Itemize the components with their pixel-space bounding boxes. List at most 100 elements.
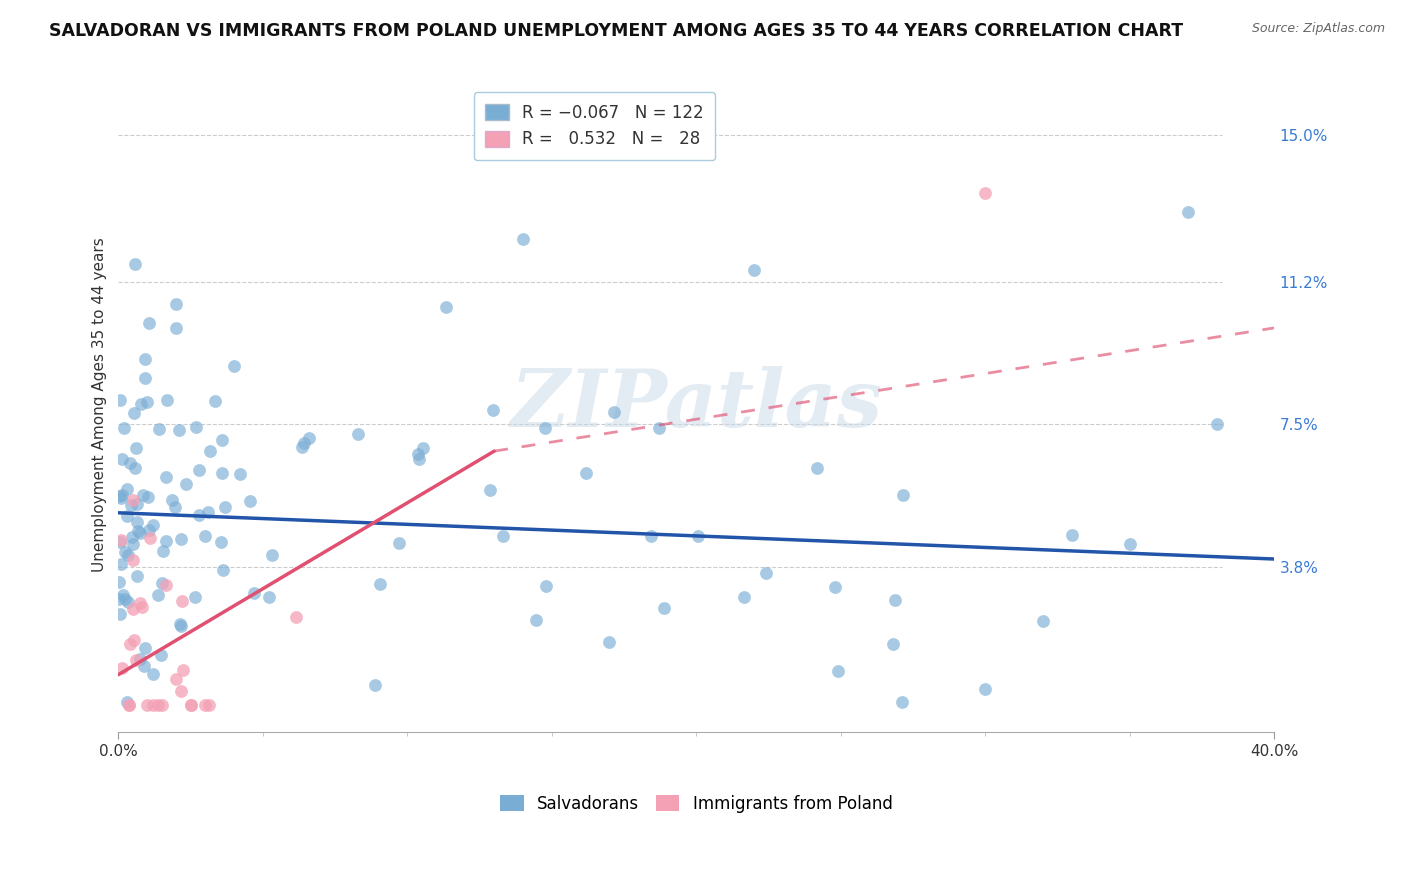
Salvadorans xyxy=(742,263,765,277)
Salvadorans xyxy=(138,523,160,537)
Salvadorans xyxy=(174,476,197,491)
Immigrants from Poland xyxy=(170,593,193,607)
Immigrants from Poland xyxy=(142,698,165,713)
Salvadorans xyxy=(1177,205,1199,219)
Salvadorans xyxy=(160,492,183,507)
Salvadorans xyxy=(229,467,252,481)
Salvadorans xyxy=(211,433,233,447)
Immigrants from Poland xyxy=(170,683,193,698)
Salvadorans xyxy=(111,588,134,602)
Salvadorans xyxy=(512,232,534,246)
Salvadorans xyxy=(262,548,284,562)
Immigrants from Poland xyxy=(122,602,145,616)
Salvadorans xyxy=(150,648,173,662)
Salvadorans xyxy=(128,652,150,666)
Salvadorans xyxy=(755,566,778,580)
Immigrants from Poland xyxy=(122,552,145,566)
Salvadorans xyxy=(155,533,177,548)
Salvadorans xyxy=(110,488,132,502)
Salvadorans xyxy=(534,579,557,593)
Salvadorans xyxy=(134,371,156,385)
Salvadorans xyxy=(364,678,387,692)
Salvadorans xyxy=(640,528,662,542)
Salvadorans xyxy=(165,321,187,335)
Salvadorans xyxy=(114,592,136,607)
Salvadorans xyxy=(117,482,139,496)
Salvadorans xyxy=(148,422,170,436)
Salvadorans xyxy=(110,557,132,571)
Immigrants from Poland xyxy=(139,531,162,545)
Salvadorans xyxy=(197,505,219,519)
Salvadorans xyxy=(824,581,846,595)
Salvadorans xyxy=(134,658,156,673)
Salvadorans xyxy=(156,392,179,407)
Salvadorans xyxy=(121,537,143,551)
Salvadorans xyxy=(114,545,136,559)
Salvadorans xyxy=(526,613,548,627)
Salvadorans xyxy=(108,535,131,549)
Immigrants from Poland xyxy=(118,698,141,713)
Salvadorans xyxy=(652,601,675,615)
Salvadorans xyxy=(686,529,709,543)
Salvadorans xyxy=(115,508,138,523)
Immigrants from Poland xyxy=(110,533,132,547)
Salvadorans xyxy=(434,300,457,314)
Immigrants from Poland xyxy=(131,599,153,614)
Salvadorans xyxy=(827,664,849,678)
Immigrants from Poland xyxy=(122,492,145,507)
Salvadorans xyxy=(142,517,165,532)
Salvadorans xyxy=(146,588,169,602)
Immigrants from Poland xyxy=(285,609,308,624)
Salvadorans xyxy=(533,421,555,435)
Salvadorans xyxy=(107,575,129,590)
Salvadorans xyxy=(883,593,905,607)
Salvadorans xyxy=(974,681,997,696)
Salvadorans xyxy=(733,590,755,604)
Salvadorans xyxy=(1032,614,1054,628)
Immigrants from Poland xyxy=(118,698,141,713)
Immigrants from Poland xyxy=(165,672,187,686)
Legend: Salvadorans, Immigrants from Poland: Salvadorans, Immigrants from Poland xyxy=(492,787,901,822)
Salvadorans xyxy=(257,590,280,604)
Immigrants from Poland xyxy=(198,698,221,713)
Salvadorans xyxy=(408,451,430,466)
Salvadorans xyxy=(200,443,222,458)
Salvadorans xyxy=(169,616,191,631)
Salvadorans xyxy=(129,526,152,541)
Immigrants from Poland xyxy=(146,698,169,713)
Salvadorans xyxy=(108,393,131,408)
Salvadorans xyxy=(152,543,174,558)
Salvadorans xyxy=(117,594,139,608)
Immigrants from Poland xyxy=(125,653,148,667)
Salvadorans xyxy=(291,440,314,454)
Salvadorans xyxy=(124,461,146,475)
Salvadorans xyxy=(170,532,193,546)
Salvadorans xyxy=(118,456,141,470)
Immigrants from Poland xyxy=(974,186,997,200)
Immigrants from Poland xyxy=(180,698,202,713)
Salvadorans xyxy=(108,489,131,503)
Salvadorans xyxy=(135,394,157,409)
Salvadorans xyxy=(492,529,515,543)
Salvadorans xyxy=(111,452,134,467)
Immigrants from Poland xyxy=(128,596,150,610)
Salvadorans xyxy=(124,257,146,271)
Salvadorans xyxy=(163,500,186,515)
Salvadorans xyxy=(297,431,319,445)
Salvadorans xyxy=(891,695,914,709)
Salvadorans xyxy=(482,403,505,417)
Salvadorans xyxy=(239,494,262,508)
Y-axis label: Unemployment Among Ages 35 to 44 years: Unemployment Among Ages 35 to 44 years xyxy=(93,237,107,573)
Salvadorans xyxy=(131,397,153,411)
Immigrants from Poland xyxy=(136,698,159,713)
Salvadorans xyxy=(132,488,155,502)
Salvadorans xyxy=(209,534,232,549)
Salvadorans xyxy=(603,405,626,419)
Salvadorans xyxy=(204,394,226,409)
Salvadorans xyxy=(110,491,132,505)
Salvadorans xyxy=(155,470,177,484)
Salvadorans xyxy=(125,441,148,455)
Immigrants from Poland xyxy=(172,663,194,677)
Salvadorans xyxy=(211,467,233,481)
Immigrants from Poland xyxy=(194,698,217,713)
